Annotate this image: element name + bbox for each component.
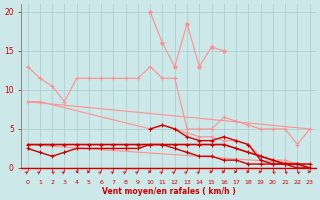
X-axis label: Vent moyen/en rafales ( km/h ): Vent moyen/en rafales ( km/h ) <box>102 187 236 196</box>
